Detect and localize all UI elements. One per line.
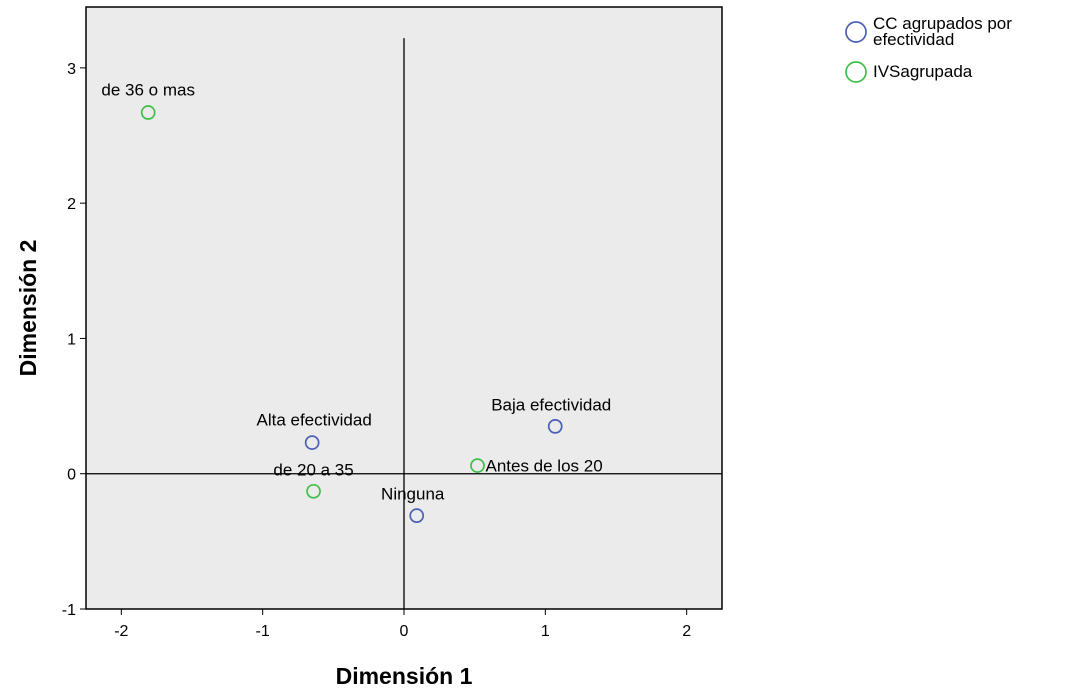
point-label: Baja efectividad bbox=[491, 395, 611, 414]
y-tick-label: 0 bbox=[67, 467, 76, 484]
x-tick-label: 2 bbox=[682, 623, 691, 640]
y-tick-label: 3 bbox=[67, 61, 76, 78]
point-label: de 20 a 35 bbox=[273, 460, 353, 479]
data-point bbox=[140, 105, 156, 120]
data-points: Alta efectividad Baja efectividad Ninguna d… bbox=[101, 81, 611, 524]
reference-lines bbox=[86, 38, 722, 609]
point-label: Antes de los 20 bbox=[485, 457, 602, 476]
legend-marker bbox=[845, 61, 867, 83]
x-axis: -2 -1 0 1 2 bbox=[114, 609, 691, 640]
point-label: Ninguna bbox=[381, 485, 445, 504]
x-axis-title: Dimensión 1 bbox=[336, 663, 473, 689]
data-point bbox=[547, 419, 563, 434]
x-tick-label: -2 bbox=[114, 623, 128, 640]
y-tick-label: 2 bbox=[67, 196, 76, 213]
x-tick-label: -1 bbox=[256, 623, 270, 640]
x-tick-label: 0 bbox=[400, 623, 409, 640]
legend-marker bbox=[845, 21, 867, 43]
y-tick-label: -1 bbox=[62, 602, 76, 619]
y-tick-label: 1 bbox=[67, 331, 76, 348]
y-axis: -1 0 1 2 3 bbox=[62, 61, 86, 619]
point-label: de 36 o mas bbox=[101, 81, 195, 100]
y-axis-title: Dimensión 2 bbox=[15, 240, 41, 377]
data-point bbox=[306, 483, 321, 499]
x-tick-label: 1 bbox=[541, 623, 550, 640]
data-point bbox=[409, 508, 425, 524]
point-label: Alta efectividad bbox=[256, 411, 371, 430]
legend-label: efectividad bbox=[873, 30, 954, 49]
data-point bbox=[470, 458, 485, 473]
data-point bbox=[304, 435, 320, 450]
legend-label: IVSagrupada bbox=[873, 62, 973, 81]
legend-label: CC agrupados por bbox=[873, 14, 1012, 33]
